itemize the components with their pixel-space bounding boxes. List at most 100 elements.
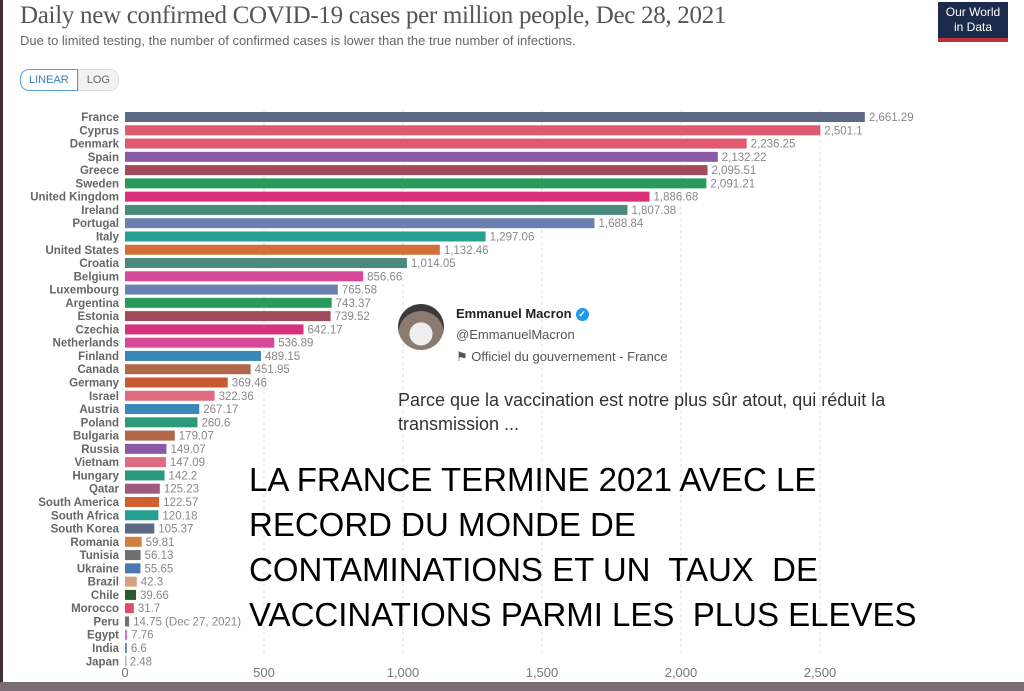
value-label: 2,501.1 [824,125,862,137]
flag-icon: ⚑ [456,349,472,364]
value-label: 142.2 [169,470,198,482]
category-label: Japan [86,656,119,668]
x-tick-label: 500 [253,665,275,680]
category-label: Greece [80,165,119,177]
value-label: 55.65 [144,563,173,575]
bar [125,231,486,242]
value-label: 739.52 [335,311,370,323]
verified-badge-icon: ✓ [575,308,589,322]
category-label: Peru [93,616,119,628]
bar [125,324,304,335]
category-label: Brazil [88,577,119,589]
category-label: Czechia [76,324,120,336]
bar [125,337,275,348]
value-label: 322.36 [219,391,254,403]
category-label: Chile [91,590,119,602]
value-label: 2,095.51 [712,165,757,177]
category-label: Germany [69,378,119,390]
value-label: 179.07 [179,431,214,443]
bar [125,483,160,494]
value-label: 1,132.46 [444,245,489,257]
tweet-author: Emmanuel Macron [456,306,572,321]
value-label: 1,807.38 [631,205,676,217]
bar [125,364,251,375]
bar [125,443,167,454]
bar [125,112,865,122]
category-label: Italy [96,231,120,243]
avatar[interactable] [398,304,444,350]
category-label: Sweden [76,178,119,190]
value-label: 642.17 [308,324,343,336]
value-label: 147.09 [170,457,205,469]
x-tick-label: 0 [121,665,128,680]
category-label: Russia [81,444,119,456]
value-label: 1,297.06 [490,231,535,243]
value-label: 149.07 [170,444,205,456]
x-tick-label: 1,000 [387,665,420,680]
category-label: Finland [78,351,119,363]
bar [125,390,215,401]
bar [125,218,595,229]
left-border [0,0,3,691]
value-label: 6.6 [131,643,147,655]
bar [125,151,718,162]
category-label: South Korea [51,524,120,536]
bar [125,178,707,189]
value-label: 267.17 [203,404,238,416]
log-button[interactable]: LOG [77,69,119,91]
bar [125,125,821,136]
linear-button[interactable]: LINEAR [20,69,78,91]
bar [125,576,137,587]
category-label: Croatia [79,258,119,270]
x-tick-label: 2,000 [665,665,698,680]
category-label: Israel [89,391,119,403]
value-label: 2,236.25 [751,139,796,151]
bar [125,244,440,255]
category-label: Egypt [87,630,119,642]
value-label: 122.57 [163,497,198,509]
bottom-border [0,682,1024,691]
value-label: 14.75 (Dec 27, 2021) [133,616,241,628]
value-label: 451.95 [255,364,290,376]
bar [125,311,331,322]
value-label: 56.13 [145,550,174,562]
value-label: 125.23 [164,484,199,496]
bar [125,496,160,507]
bar [125,457,166,468]
value-label: 2,091.21 [710,178,755,190]
bar [125,204,628,215]
bar [125,536,142,547]
bar [125,430,175,441]
category-label: Vietnam [74,457,119,469]
category-label: Poland [81,417,119,429]
category-label: Austria [79,404,119,416]
value-label: 42.3 [141,577,163,589]
bar [125,470,165,481]
x-tick-label: 2,500 [804,665,837,680]
tweet-handle[interactable]: @EmmanuelMacron [456,327,575,342]
bar [125,138,747,149]
value-label: 39.66 [140,590,169,602]
value-label: 1,886.68 [653,192,698,204]
value-label: 260.6 [201,417,230,429]
category-label: Spain [88,152,119,164]
category-label: Portugal [72,218,119,230]
owid-logo[interactable]: Our World in Data [938,2,1008,42]
tweet-text: Parce que la vaccination est notre plus … [398,390,886,434]
value-label: 1,014.05 [411,258,456,270]
category-label: Ireland [81,205,119,217]
category-label: Canada [77,364,119,376]
scale-toggle: LINEAR LOG [20,69,119,91]
overlay-caption: LA FRANCE TERMINE 2021 AVEC LE RECORD DU… [249,461,917,633]
category-label: United Kingdom [30,192,119,204]
value-label: 856.66 [367,271,402,283]
category-label: Luxembourg [49,285,119,297]
x-tick-label: 1,500 [526,665,559,680]
category-label: Belgium [74,271,119,283]
value-label: 31.7 [138,603,160,615]
value-label: 59.81 [146,537,175,549]
category-label: Ukraine [77,563,119,575]
category-label: Bulgaria [73,431,120,443]
bar [125,550,141,561]
